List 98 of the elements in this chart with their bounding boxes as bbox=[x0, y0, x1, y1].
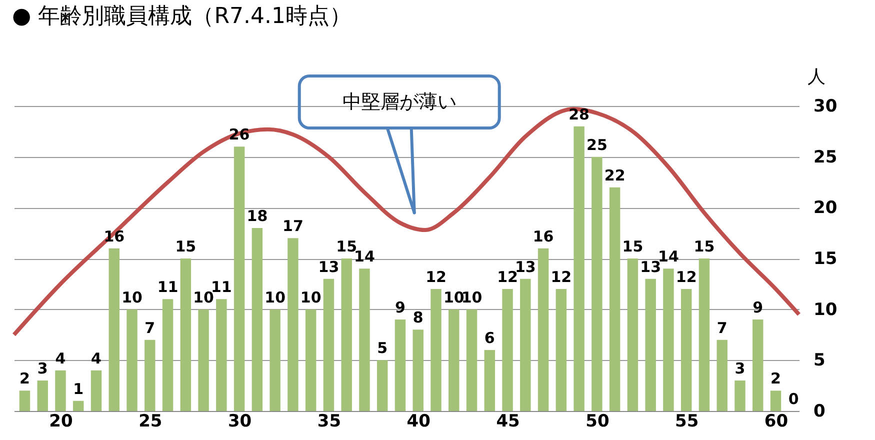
y-tick-label: 20 bbox=[814, 198, 838, 218]
x-tick-label: 25 bbox=[138, 412, 162, 432]
data-label: 10 bbox=[193, 288, 214, 306]
data-label: 5 bbox=[377, 339, 388, 358]
data-label: 12 bbox=[426, 268, 446, 286]
bar bbox=[770, 390, 782, 411]
x-tick-label: 20 bbox=[49, 412, 73, 432]
bar bbox=[73, 400, 84, 411]
bar bbox=[323, 278, 334, 411]
y-tick-label: 0 bbox=[814, 402, 826, 422]
data-label: 2 bbox=[20, 370, 30, 388]
bar bbox=[484, 350, 496, 411]
bar bbox=[270, 309, 280, 411]
bar bbox=[412, 330, 424, 411]
bar bbox=[180, 258, 192, 411]
bar bbox=[37, 380, 48, 411]
bar bbox=[359, 268, 370, 411]
data-label: 4 bbox=[55, 349, 66, 368]
data-label: 15 bbox=[175, 238, 196, 256]
data-label: 6 bbox=[484, 329, 495, 347]
bar bbox=[108, 248, 120, 411]
bar bbox=[90, 370, 102, 411]
data-label: 15 bbox=[694, 238, 715, 256]
bar bbox=[698, 258, 710, 411]
data-label: 10 bbox=[300, 288, 322, 306]
data-label: 15 bbox=[622, 238, 644, 256]
bar bbox=[520, 278, 531, 411]
bar bbox=[394, 320, 406, 411]
data-label: 16 bbox=[532, 227, 554, 246]
y-axis-title: 人 bbox=[808, 66, 826, 88]
bar bbox=[466, 309, 478, 411]
annotation: 中堅層が薄い bbox=[342, 91, 456, 113]
bar bbox=[502, 289, 513, 411]
data-label: 7 bbox=[716, 318, 728, 337]
bar bbox=[376, 360, 388, 411]
data-label: 9 bbox=[752, 298, 764, 316]
data-label: 0 bbox=[788, 390, 799, 408]
data-label: 12 bbox=[497, 268, 518, 286]
bar bbox=[574, 126, 584, 411]
bar bbox=[538, 248, 549, 411]
bar bbox=[144, 340, 156, 411]
data-label: 9 bbox=[395, 298, 406, 316]
data-label: 13 bbox=[318, 258, 340, 276]
bar bbox=[752, 320, 764, 411]
data-label: 4 bbox=[91, 349, 102, 368]
bar bbox=[19, 390, 30, 411]
y-tick-label: 15 bbox=[814, 249, 838, 269]
bar bbox=[288, 238, 298, 411]
data-label: 8 bbox=[412, 308, 424, 327]
data-label: 14 bbox=[658, 248, 679, 266]
x-tick-label: 60 bbox=[764, 412, 788, 432]
bar bbox=[716, 340, 728, 411]
data-label: 2 bbox=[770, 370, 781, 388]
bar bbox=[162, 299, 174, 411]
data-label: 3 bbox=[734, 360, 746, 378]
data-label: 12 bbox=[550, 268, 572, 286]
y-tick-label: 5 bbox=[814, 350, 826, 371]
y-tick-label: 25 bbox=[814, 147, 838, 168]
data-label: 3 bbox=[37, 360, 48, 378]
x-tick-label: 30 bbox=[228, 412, 252, 432]
bar bbox=[55, 370, 66, 411]
data-label: 22 bbox=[604, 166, 626, 184]
data-label: 25 bbox=[586, 136, 608, 154]
x-tick-label: 55 bbox=[675, 412, 699, 432]
data-label: 10 bbox=[443, 288, 464, 306]
bar bbox=[592, 156, 602, 411]
data-label: 10 bbox=[122, 288, 142, 306]
bar bbox=[556, 289, 567, 411]
bar bbox=[126, 309, 138, 411]
data-label: 1 bbox=[73, 380, 84, 398]
bar bbox=[609, 187, 620, 411]
bar bbox=[305, 309, 316, 411]
bar bbox=[734, 380, 746, 411]
y-tick-label: 30 bbox=[814, 96, 838, 116]
x-tick-label: 45 bbox=[496, 412, 520, 432]
data-label: 7 bbox=[144, 318, 156, 337]
bar bbox=[341, 258, 352, 411]
bar bbox=[234, 146, 245, 411]
data-label: 12 bbox=[676, 268, 697, 286]
chart-title: ● 年齢別職員構成（R7.4.1時点） bbox=[12, 4, 352, 29]
bar bbox=[198, 309, 209, 411]
data-label: 28 bbox=[568, 105, 590, 124]
bar bbox=[252, 228, 263, 411]
y-tick-label: 10 bbox=[814, 300, 838, 320]
bar bbox=[663, 268, 674, 411]
data-label: 18 bbox=[246, 207, 268, 225]
bar bbox=[627, 258, 638, 411]
bar bbox=[680, 289, 692, 411]
x-tick-label: 40 bbox=[406, 412, 431, 432]
bar bbox=[448, 309, 460, 411]
x-tick-label: 50 bbox=[586, 412, 610, 432]
bar bbox=[645, 278, 656, 411]
x-tick-label: 35 bbox=[317, 412, 342, 432]
bar bbox=[216, 299, 227, 411]
bar bbox=[430, 289, 442, 411]
data-label: 11 bbox=[157, 278, 178, 296]
data-label: 17 bbox=[282, 217, 304, 236]
data-label: 10 bbox=[264, 288, 286, 306]
